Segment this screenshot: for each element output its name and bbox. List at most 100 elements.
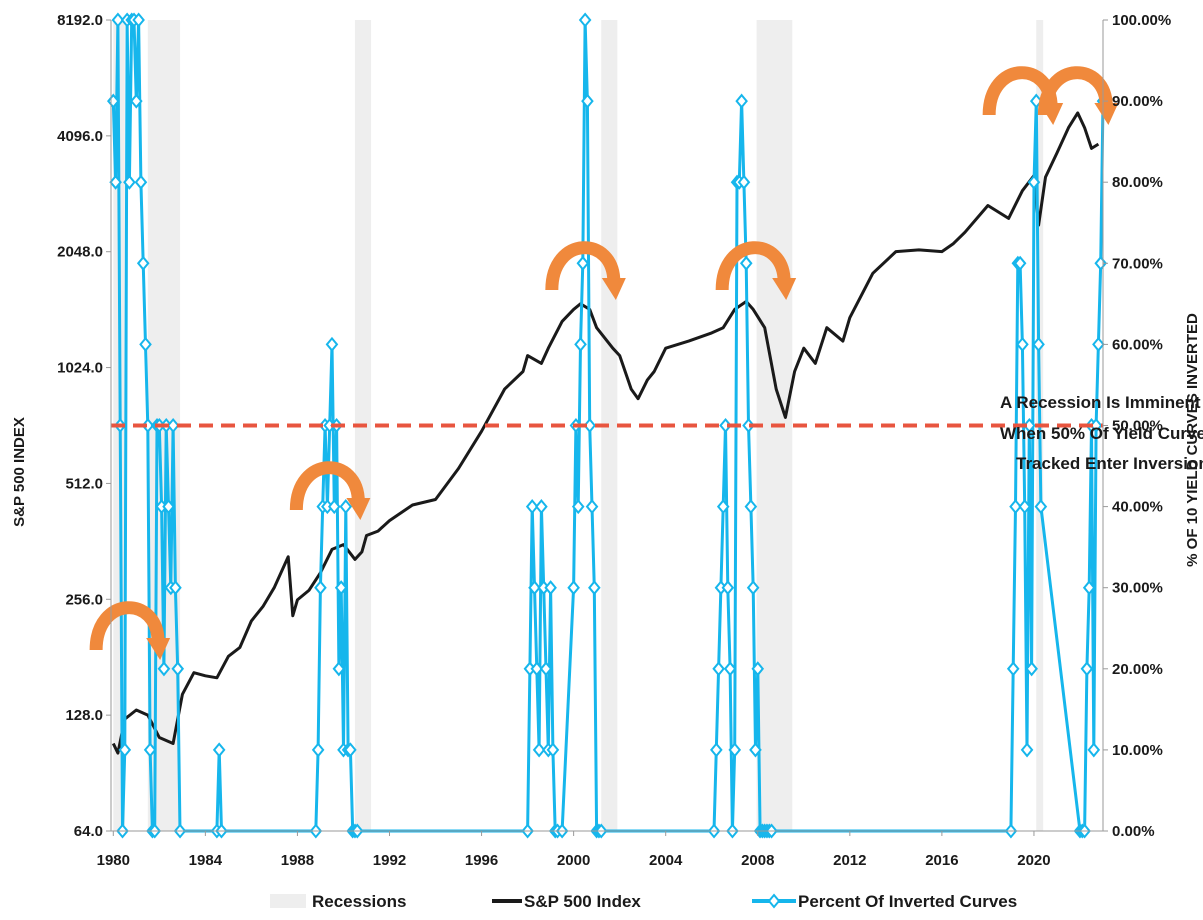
inverted-point xyxy=(1094,255,1108,271)
x-tick-label: 2016 xyxy=(925,852,958,869)
inverted-point xyxy=(111,12,125,28)
legend: Recessions S&P 500 Index Percent Of Inve… xyxy=(270,892,1017,911)
inverted-point xyxy=(588,580,601,596)
inverted-point xyxy=(710,742,723,758)
y-right-tick-label: 40.00% xyxy=(1112,499,1163,516)
x-tick-label: 1980 xyxy=(97,852,130,869)
inverted-point xyxy=(539,661,553,677)
legend-label-recessions: Recessions xyxy=(312,892,407,911)
inverted-point xyxy=(166,417,180,434)
inverted-point xyxy=(143,742,157,758)
y-left-tick-label: 2048.0 xyxy=(57,244,103,261)
trend-arrow-curve-1 xyxy=(289,461,365,511)
inverted-point xyxy=(744,499,758,515)
y-right-tick-label: 90.00% xyxy=(1112,93,1163,110)
sp500-line xyxy=(111,111,1100,755)
inverted-point xyxy=(123,174,136,190)
inverted-point xyxy=(576,255,590,271)
annotation-line-3: Tracked Enter Inversion. xyxy=(1016,454,1203,473)
legend-swatch-recessions xyxy=(270,894,306,908)
inverted-point xyxy=(157,661,171,677)
y-left-axis-title: S&P 500 INDEX xyxy=(11,417,28,527)
y-left-tick-label: 512.0 xyxy=(65,475,103,492)
inverted-point xyxy=(134,174,148,190)
inverted-point xyxy=(546,742,560,758)
y-right-tick-label: 80.00% xyxy=(1112,174,1163,191)
inverted-point xyxy=(109,174,122,190)
inverted-point xyxy=(332,661,346,677)
inverted-point xyxy=(737,174,751,190)
trend-arrow-head-3 xyxy=(772,278,797,300)
inverted-point xyxy=(334,580,348,596)
inverted-point xyxy=(1006,661,1020,677)
inverted-point xyxy=(169,580,182,596)
trend-arrow-head-1 xyxy=(346,498,371,520)
inverted-point xyxy=(311,742,325,758)
y-right-tick-label: 60.00% xyxy=(1112,336,1163,353)
inverted-point xyxy=(578,12,592,28)
inverted-point xyxy=(716,499,730,515)
trend-arrow-head-2 xyxy=(601,278,626,300)
y-right-tick-label: 70.00% xyxy=(1112,255,1163,272)
y-left-tick-label: 128.0 xyxy=(65,707,103,724)
y-left-tick-label: 256.0 xyxy=(65,591,103,608)
trend-arrow-curve-3 xyxy=(715,241,791,291)
inverted-point xyxy=(136,255,150,271)
inverted-point xyxy=(751,661,765,677)
inverted-point xyxy=(544,580,557,596)
recession-band-3 xyxy=(601,20,618,831)
x-tick-label: 2000 xyxy=(557,852,590,869)
trend-arrow-head-5 xyxy=(1094,103,1119,125)
y-left-tick-label: 64.0 xyxy=(74,823,103,840)
x-tick-label: 1996 xyxy=(465,852,498,869)
annotation-line-2: When 50% Of Yield Curves xyxy=(1000,424,1203,443)
inverted-point xyxy=(746,580,760,596)
inverted-point xyxy=(162,499,175,515)
annotation-line-1: A Recession Is Imminent xyxy=(1000,393,1201,412)
inverted-point xyxy=(314,580,327,596)
sp500-series xyxy=(111,111,1100,755)
inverted-point xyxy=(721,580,735,596)
inverted-point xyxy=(344,742,357,758)
inverted-point xyxy=(130,93,143,109)
inverted-point xyxy=(528,580,541,596)
y-right-tick-label: 10.00% xyxy=(1112,742,1163,759)
inverted-point xyxy=(1034,499,1048,515)
inverted-point xyxy=(339,499,353,515)
inverted-point xyxy=(574,336,587,352)
inverted-point xyxy=(735,93,748,109)
legend-swatch-inverted-marker xyxy=(767,893,781,909)
x-tick-label: 2008 xyxy=(741,852,774,869)
x-tick-label: 1984 xyxy=(189,852,223,869)
y-right-axis-title: % OF 10 YIELD CURVES INVERTED xyxy=(1184,313,1201,567)
y-right-tick-label: 0.00% xyxy=(1112,823,1155,840)
inverted-point xyxy=(171,661,185,677)
trend-arrow-curve-2 xyxy=(545,241,621,291)
x-tick-label: 2020 xyxy=(1017,852,1050,869)
inverted-point xyxy=(525,499,539,515)
inverted-point xyxy=(1027,174,1041,190)
inverted-point xyxy=(1009,499,1022,515)
y-right-tick-label: 30.00% xyxy=(1112,580,1163,597)
inverted-point xyxy=(132,12,145,28)
inverted-point xyxy=(1080,661,1094,677)
inverted-point xyxy=(585,499,599,515)
y-right-tick-label: 20.00% xyxy=(1112,661,1163,678)
inverted-point xyxy=(1016,336,1029,352)
inverted-point xyxy=(728,742,742,758)
inverted-point xyxy=(212,742,226,758)
x-tick-label: 1992 xyxy=(373,852,406,869)
y-left-tick-label: 8192.0 xyxy=(57,12,103,29)
inverted-point xyxy=(535,499,548,515)
inverted-point xyxy=(532,742,546,758)
inverted-point xyxy=(739,255,753,271)
inverted-point xyxy=(1013,255,1027,271)
inverted-point xyxy=(571,499,585,515)
inverted-point xyxy=(1082,580,1096,596)
inverted-point xyxy=(139,336,152,352)
legend-label-sp500: S&P 500 Index xyxy=(524,892,641,911)
inverted-point xyxy=(712,661,725,677)
inverted-point xyxy=(1025,661,1038,677)
trend-arrow-head-0 xyxy=(146,638,171,660)
